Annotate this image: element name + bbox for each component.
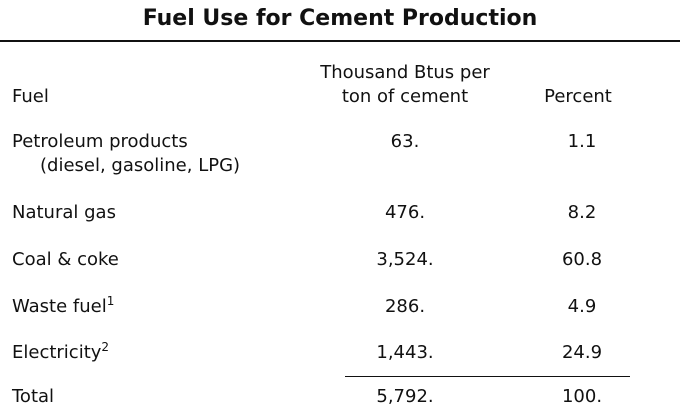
total-btus: 5,792. xyxy=(376,386,434,407)
header: Thousand Btus per xyxy=(320,62,490,83)
btus-cell: 3,524. xyxy=(376,249,434,270)
percent-cell: 24.9 xyxy=(561,342,603,363)
btus-cell: 1,443. xyxy=(376,342,434,363)
header: Fuel xyxy=(12,86,49,107)
percent-cell: 4.9 xyxy=(567,296,597,317)
title: Fuel Use for Cement Production xyxy=(142,6,538,31)
fuel-label: Electricity2 xyxy=(12,340,110,363)
fuel-label: Petroleum products xyxy=(12,131,188,152)
fuel-label: (diesel, gasoline, LPG) xyxy=(40,155,241,176)
title-rule xyxy=(0,40,680,42)
header: Percent xyxy=(544,86,612,107)
total-label: Total xyxy=(12,386,55,407)
fuel-label: Waste fuel1 xyxy=(12,294,115,317)
btus-cell: 63. xyxy=(390,131,420,152)
footnote-mark: 2 xyxy=(101,340,110,354)
total-percent: 100. xyxy=(561,386,603,407)
percent-cell: 60.8 xyxy=(561,249,603,270)
fuel-label: Coal & coke xyxy=(12,249,119,270)
btus-cell: 476. xyxy=(384,202,426,223)
footnote-mark: 1 xyxy=(106,294,115,308)
total-rule xyxy=(345,376,630,377)
percent-cell: 1.1 xyxy=(567,131,597,152)
header: ton of cement xyxy=(341,86,469,107)
fuel-label: Natural gas xyxy=(12,202,116,223)
percent-cell: 8.2 xyxy=(567,202,597,223)
btus-cell: 286. xyxy=(384,296,426,317)
